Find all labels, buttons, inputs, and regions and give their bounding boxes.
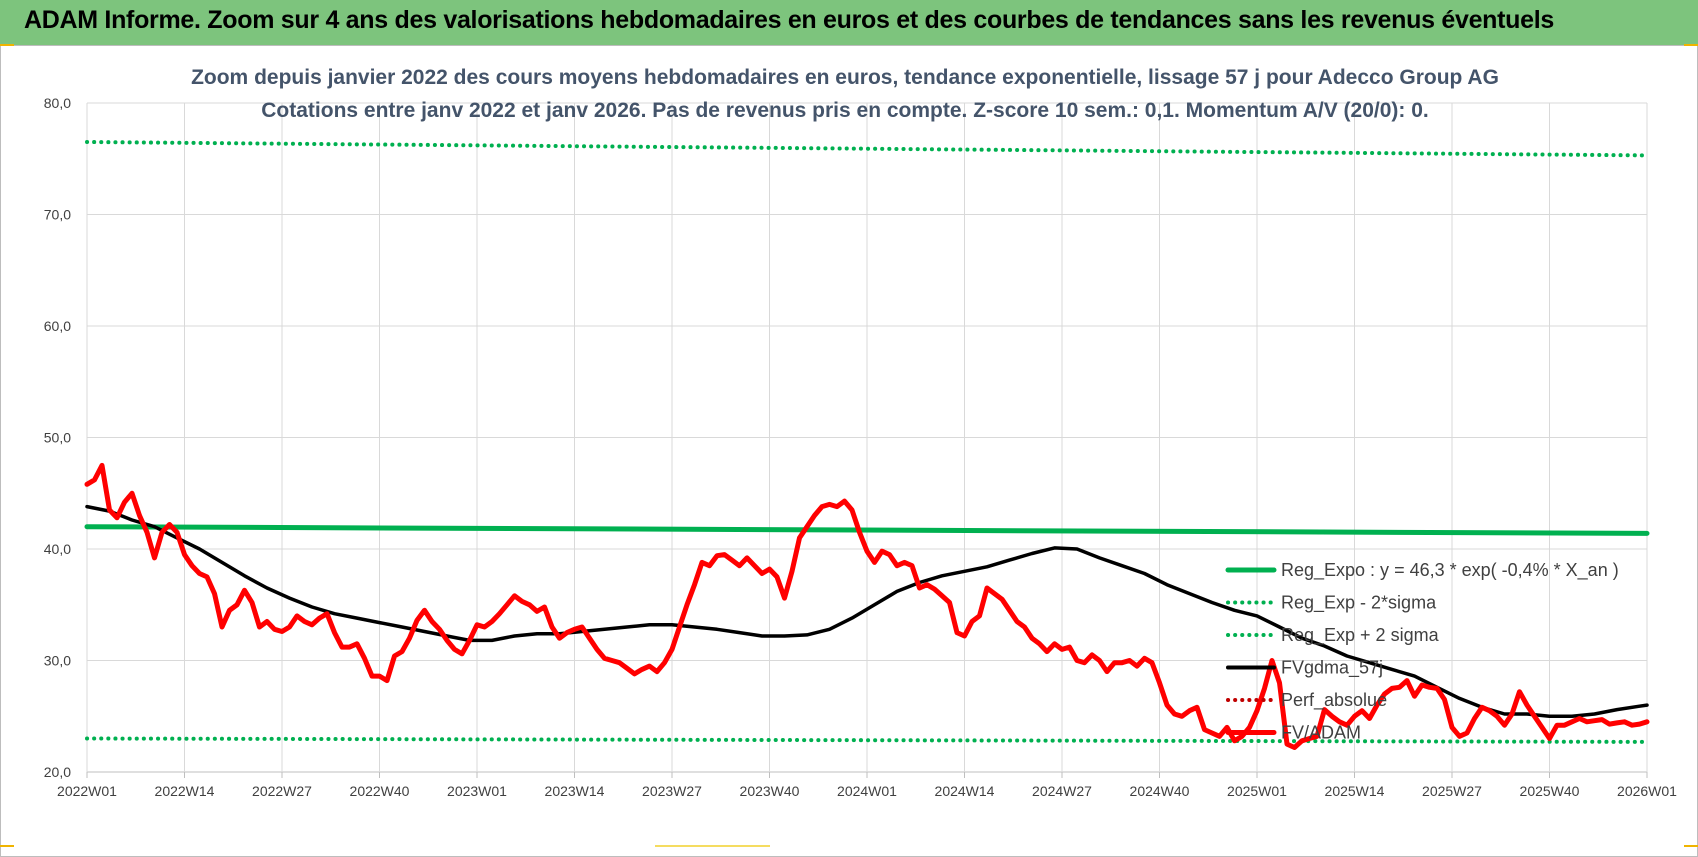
series-line-0 bbox=[84, 524, 1650, 536]
y-tick-label: 50,0 bbox=[44, 430, 71, 446]
y-tick-label: 80,0 bbox=[44, 95, 71, 111]
x-tick-label: 2024W27 bbox=[1032, 783, 1092, 799]
y-axis-ticks: 20,0 30,0 40,0 50,0 60,0 70,0 80,0 bbox=[44, 95, 71, 780]
x-tick-label: 2025W27 bbox=[1422, 783, 1482, 799]
x-tick-label: 2024W01 bbox=[837, 783, 897, 799]
series-line-1 bbox=[85, 736, 1649, 744]
page-title: ADAM Informe. Zoom sur 4 ans des valoris… bbox=[24, 6, 1554, 34]
series-line-3 bbox=[85, 504, 1649, 719]
y-tick-label: 60,0 bbox=[44, 318, 71, 334]
y-tick-label: 30,0 bbox=[44, 653, 71, 669]
x-tick-label: 2022W01 bbox=[57, 783, 117, 799]
legend-label: Perf_absolue bbox=[1281, 690, 1387, 711]
x-tick-label: 2023W01 bbox=[447, 783, 507, 799]
x-tick-label: 2024W40 bbox=[1130, 783, 1190, 799]
x-tick-label: 2025W01 bbox=[1227, 783, 1287, 799]
series-line-5 bbox=[84, 462, 1650, 750]
x-tick-label: 2023W27 bbox=[642, 783, 702, 799]
x-axis-ticks: 2022W01 2022W14 2022W27 2022W40 2023W01 2023W… bbox=[57, 783, 1677, 799]
chart-title: Zoom depuis janvier 2022 des cours moyen… bbox=[191, 66, 1499, 89]
chart-subtitle: Cotations entre janv 2022 et janv 2026. … bbox=[261, 99, 1429, 122]
x-tick-label: 2023W40 bbox=[740, 783, 800, 799]
y-tick-label: 20,0 bbox=[44, 764, 71, 780]
corner-mark-bottom-middle bbox=[655, 845, 770, 847]
chart: Zoom depuis janvier 2022 des cours moyen… bbox=[44, 66, 1677, 799]
y-tick-label: 70,0 bbox=[44, 207, 71, 223]
x-tick-label: 2025W14 bbox=[1325, 783, 1385, 799]
legend-label: Reg_Expo : y = 46,3 * exp( -0,4% * X_an … bbox=[1281, 560, 1619, 581]
x-tick-label: 2023W14 bbox=[545, 783, 605, 799]
chart-series bbox=[84, 140, 1650, 750]
corner-mark-bottom-left bbox=[0, 845, 14, 847]
x-tick-label: 2026W01 bbox=[1617, 783, 1677, 799]
corner-mark-top-right bbox=[1684, 44, 1698, 46]
legend-label: Reg_Exp + 2 sigma bbox=[1281, 625, 1440, 646]
chart-legend: Reg_Expo : y = 46,3 * exp( -0,4% * X_an … bbox=[1225, 560, 1619, 743]
header-banner: ADAM Informe. Zoom sur 4 ans des valoris… bbox=[0, 0, 1698, 46]
corner-mark-top-left bbox=[0, 44, 14, 46]
corner-mark-bottom-right bbox=[1684, 845, 1698, 847]
legend-label: FVgdma_57j bbox=[1281, 658, 1383, 679]
y-tick-label: 40,0 bbox=[44, 541, 71, 557]
legend-label: FV/ADAM bbox=[1281, 723, 1361, 743]
x-tick-label: 2022W27 bbox=[252, 783, 312, 799]
x-tick-label: 2022W14 bbox=[155, 783, 215, 799]
x-tick-label: 2022W40 bbox=[350, 783, 410, 799]
x-tick-label: 2025W40 bbox=[1520, 783, 1580, 799]
legend-label: Reg_Exp - 2*sigma bbox=[1281, 593, 1437, 614]
x-tick-label: 2024W14 bbox=[935, 783, 995, 799]
series-line-2 bbox=[85, 140, 1649, 158]
